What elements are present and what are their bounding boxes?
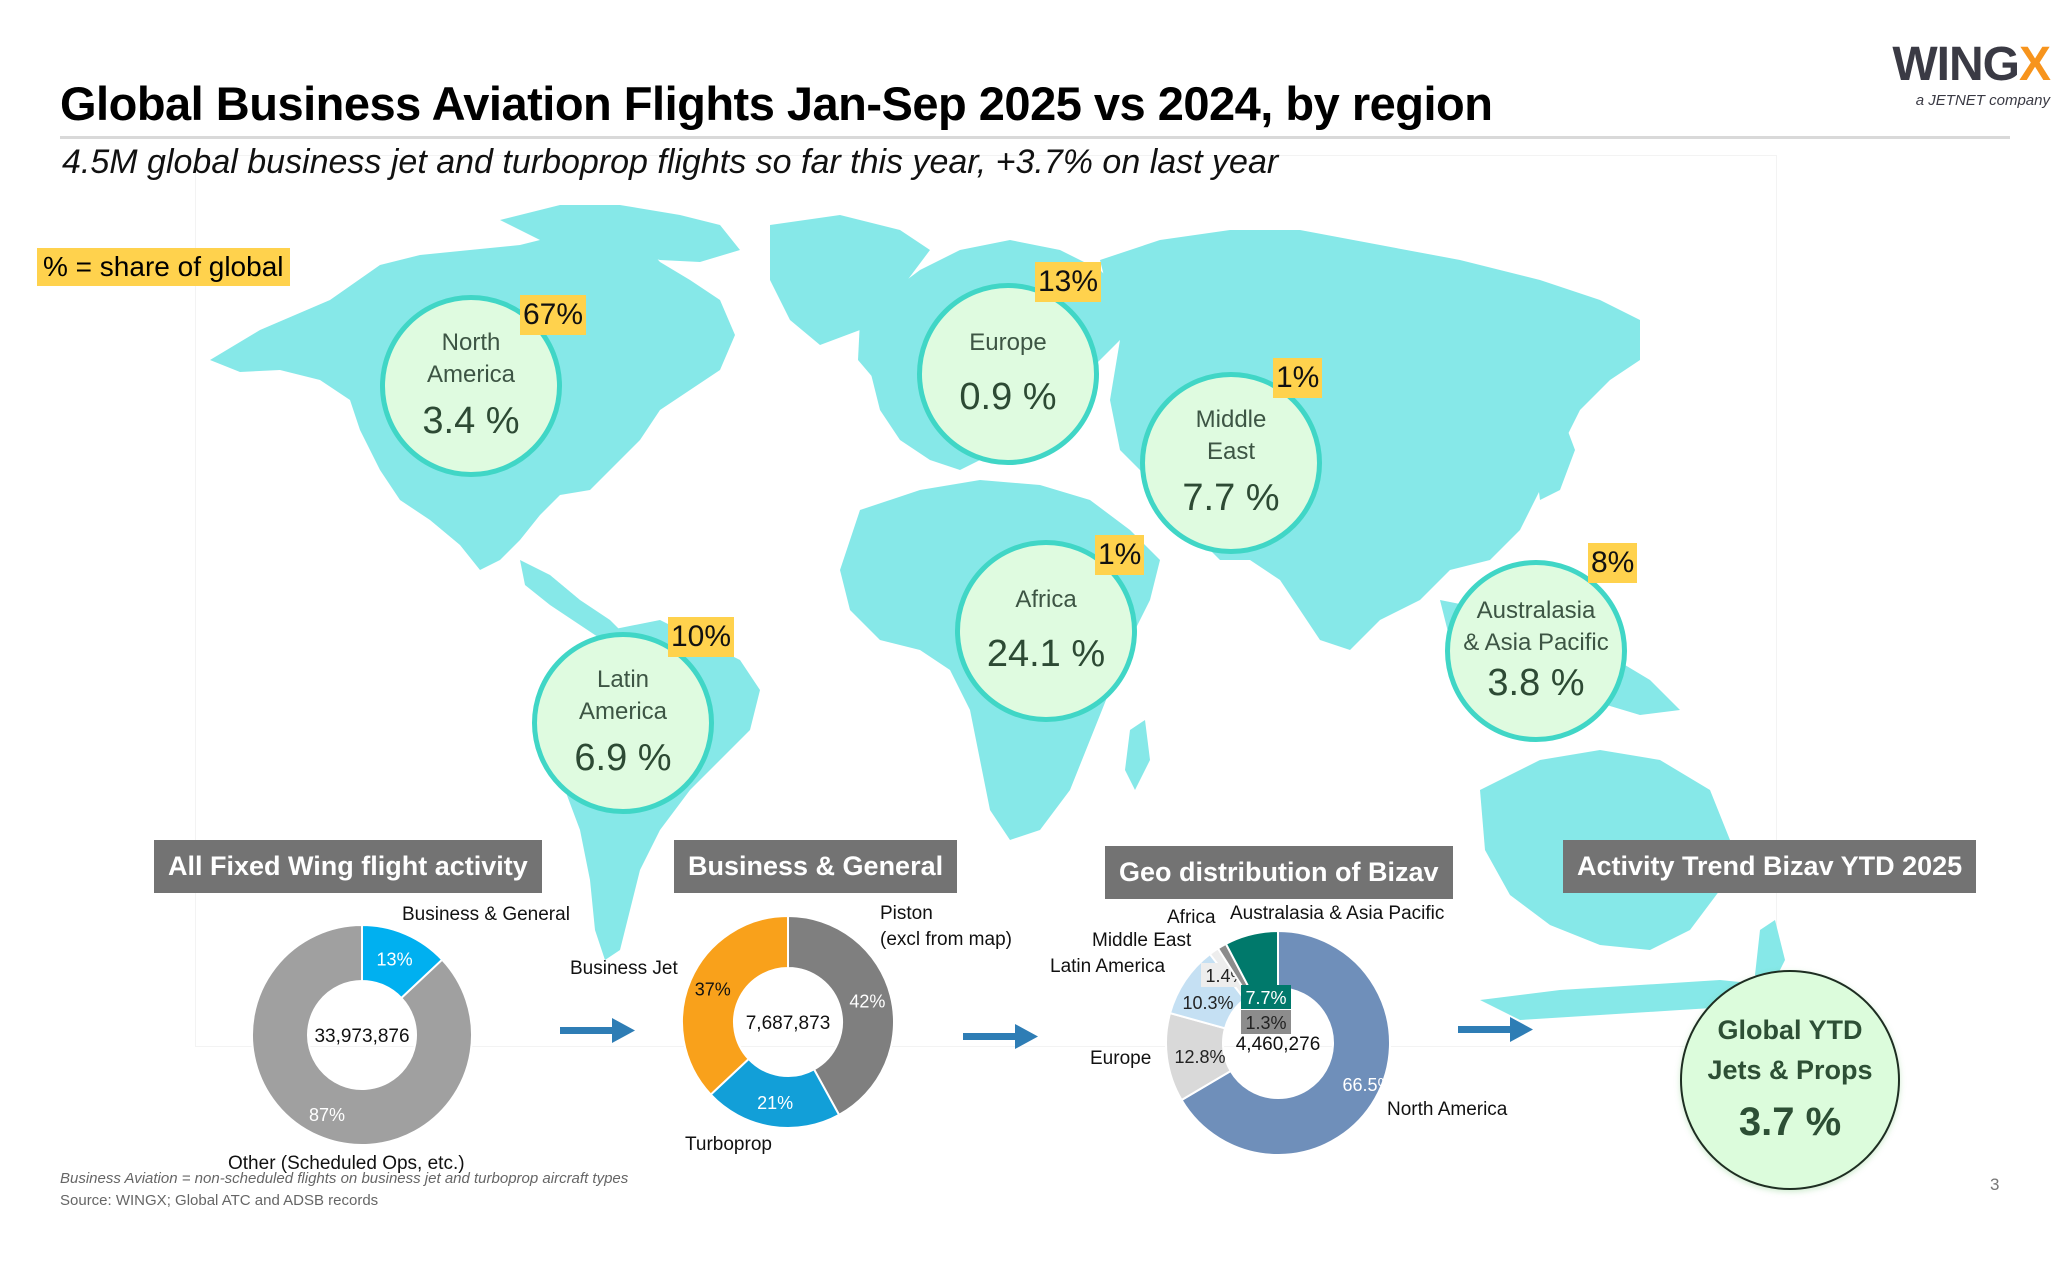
region-name: Australasia xyxy=(1476,597,1596,624)
region-name-2: & Asia Pacific xyxy=(1463,629,1609,656)
region-growth: 6.9 % xyxy=(574,737,672,779)
donut-value-label-box xyxy=(1241,985,1291,1009)
donut-value-label: 13% xyxy=(377,950,413,970)
ytd-value: 3.7 % xyxy=(1738,1100,1842,1144)
region-name: Europe xyxy=(969,329,1047,356)
section-header-geo: Geo distribution of Bizav xyxy=(1105,846,1453,899)
donut-label-other: Other (Scheduled Ops, etc.) xyxy=(228,1153,465,1174)
page-subtitle: 4.5M global business jet and turboprop f… xyxy=(62,143,1279,181)
donut-slice-other-scheduled-ops-etc xyxy=(251,923,473,1146)
region-circle-latin-america: Latin America 6.9 % xyxy=(532,632,714,814)
section-header-fixed-wing: All Fixed Wing flight activity xyxy=(154,840,542,893)
map-frame xyxy=(195,155,1777,1047)
donut-center-total: 33,973,876 xyxy=(314,1026,409,1047)
region-circle-australasia: Australasia & Asia Pacific 3.8 % xyxy=(1445,560,1627,742)
donut-slice-north-america xyxy=(1180,929,1391,1156)
ytd-line2: Jets & Props xyxy=(1707,1055,1873,1085)
page-title: Global Business Aviation Flights Jan-Sep… xyxy=(60,77,1493,130)
source-note: Source: WINGX; Global ATC and ADSB recor… xyxy=(60,1192,379,1209)
share-badge-middle-east: 1% xyxy=(1273,358,1323,398)
share-badge-africa: 1% xyxy=(1095,535,1145,575)
section-header-business-general: Business & General xyxy=(674,840,958,893)
footnote: Business Aviation = non-scheduled flight… xyxy=(60,1170,629,1187)
title-divider xyxy=(60,136,2010,139)
arrow-right-icon xyxy=(963,1024,1038,1049)
donut-label-middle-east: Middle East xyxy=(1092,930,1192,951)
ytd-line1: Global YTD xyxy=(1717,1015,1863,1045)
region-growth: 3.4 % xyxy=(422,400,520,442)
donut-slice-piston-excl-from-map xyxy=(787,914,895,1117)
region-circle-europe: Europe 0.9 % xyxy=(917,283,1099,465)
donut-value-label: 87% xyxy=(309,1105,345,1125)
region-name: Middle xyxy=(1195,406,1267,433)
share-badge-australasia: 8% xyxy=(1588,543,1638,583)
region-name: North xyxy=(441,329,501,356)
donut-label-turboprop: Turboprop xyxy=(685,1134,772,1155)
arrow-right-icon xyxy=(560,1018,635,1043)
logo-main-text: WING xyxy=(1892,38,2020,91)
page-number: 3 xyxy=(1990,1175,2000,1194)
donut-value-label: 10.3% xyxy=(1182,993,1233,1013)
land-central-america xyxy=(520,560,630,645)
donut-label-europe: Europe xyxy=(1090,1048,1152,1069)
region-name: Africa xyxy=(1015,586,1077,613)
region-growth: 7.7 % xyxy=(1182,477,1280,519)
logo-tagline: a JETNET company xyxy=(1915,92,2050,109)
land-antarctic-strip xyxy=(1480,980,1770,1020)
region-circle-middle-east: Middle East 7.7 % xyxy=(1140,372,1322,554)
region-name-2: America xyxy=(578,698,668,725)
donut-value-label: 66.5% xyxy=(1342,1075,1393,1095)
region-name-2: America xyxy=(426,361,516,388)
donut-value-label: 1.3% xyxy=(1245,1013,1286,1033)
donut-value-label: 12.8% xyxy=(1174,1047,1225,1067)
donut-slice-business-jet xyxy=(681,914,789,1096)
donut-value-label-box xyxy=(1241,1010,1291,1034)
donut-value-label: 37% xyxy=(695,979,731,999)
donut-label-business-general: Business & General xyxy=(402,904,570,925)
region-name-2: East xyxy=(1206,438,1256,465)
land-greenland-2 xyxy=(770,215,930,345)
land-madagascar xyxy=(1125,720,1150,790)
land-greenland xyxy=(500,205,740,262)
global-ytd-circle: Global YTD Jets & Props 3.7 % xyxy=(1680,970,1900,1190)
share-legend: % = share of global xyxy=(37,248,290,286)
share-badge-europe: 13% xyxy=(1035,262,1102,302)
region-growth: 24.1 % xyxy=(986,633,1106,675)
region-name: Latin xyxy=(596,666,650,693)
land-uk xyxy=(858,310,890,380)
land-japan xyxy=(1535,410,1575,500)
donut-label-piston: Piston xyxy=(880,903,933,924)
donut-label-africa: Africa xyxy=(1167,907,1216,928)
logo-divider xyxy=(1895,136,2010,139)
arrow-right-icon xyxy=(1458,1017,1533,1042)
region-circle-north-america: North America 3.4 % xyxy=(380,295,562,477)
donut-label-australasia: Australasia & Asia Pacific xyxy=(1230,903,1445,924)
region-growth: 3.8 % xyxy=(1487,662,1585,704)
wingx-logo: WINGX a JETNET company xyxy=(1880,38,2051,115)
donut-label-north-america: North America xyxy=(1387,1099,1508,1120)
region-growth: 0.9 % xyxy=(959,376,1057,418)
logo-accent-text: X xyxy=(2018,38,2051,91)
donut-center-total: 4,460,276 xyxy=(1236,1034,1321,1055)
donut-value-label: 42% xyxy=(849,992,885,1012)
share-badge-north-america: 67% xyxy=(520,295,587,335)
share-badge-latin-america: 10% xyxy=(668,617,735,657)
donut-label-latin-america: Latin America xyxy=(1050,956,1166,977)
donut-label-business-jet: Business Jet xyxy=(570,958,678,979)
donut-slice-turboprop xyxy=(709,1057,841,1129)
donut-center-total: 7,687,873 xyxy=(746,1013,831,1034)
donut-label-piston-note: (excl from map) xyxy=(880,929,1012,950)
section-header-trend: Activity Trend Bizav YTD 2025 xyxy=(1563,840,1977,893)
donut-value-label: 7.7% xyxy=(1245,988,1286,1008)
logo-wordmark: WINGX xyxy=(1892,38,2051,91)
donut-value-label: 21% xyxy=(757,1093,793,1113)
